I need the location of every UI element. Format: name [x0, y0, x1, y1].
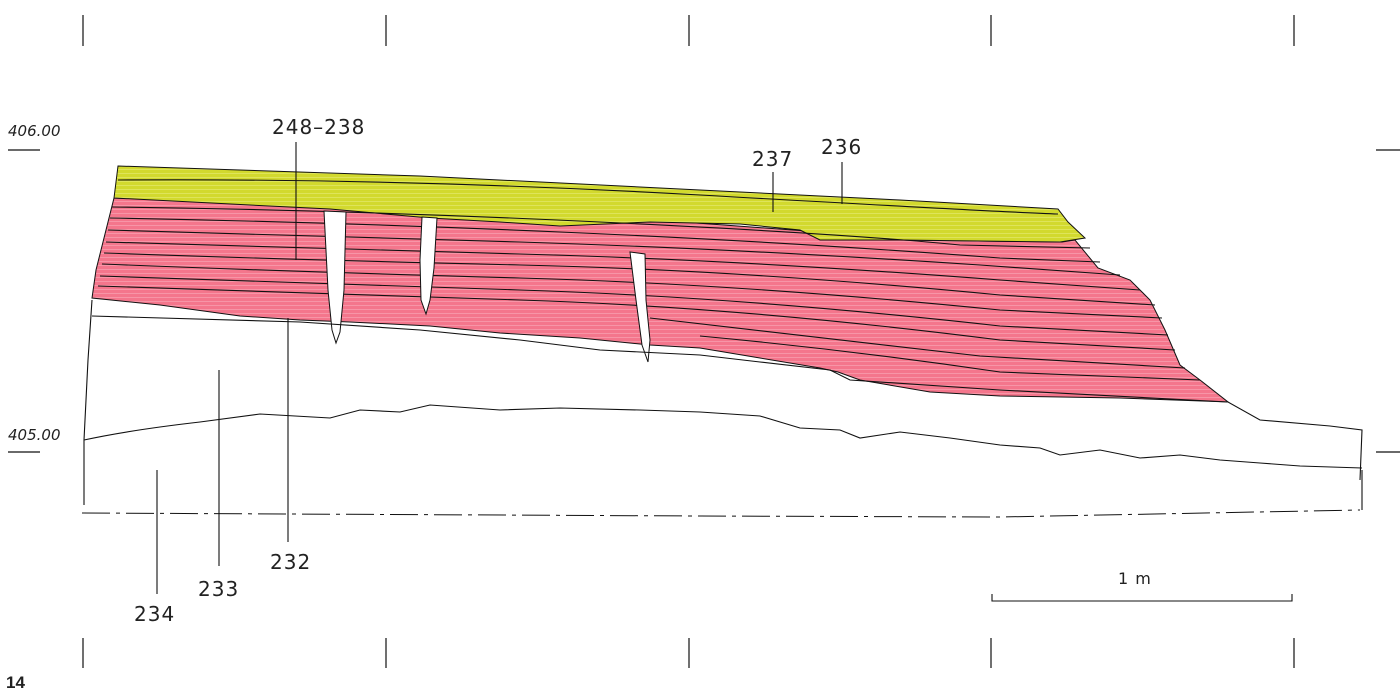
lamination-lines	[97, 179, 1201, 381]
label-234: 234	[134, 602, 175, 626]
lower-strata-lines	[83, 299, 1363, 510]
elevation-marks	[8, 149, 1400, 453]
intrusions	[323, 210, 651, 363]
leader-lines	[156, 142, 843, 594]
scale-bar-label: 1 m	[1118, 569, 1152, 588]
figure-number: 14	[6, 673, 25, 690]
label-232: 232	[270, 550, 311, 574]
grid-ticks-bottom	[82, 638, 1295, 668]
elevation-label-lower: 405.00	[8, 426, 61, 444]
datum-line	[81, 509, 1361, 518]
label-237: 237	[752, 147, 793, 171]
label-233: 233	[198, 577, 239, 601]
scale-bar: 1 m	[991, 569, 1293, 602]
label-248-238: 248–238	[272, 115, 365, 139]
grid-ticks-top	[82, 15, 1295, 46]
elevation-label-upper: 406.00	[8, 122, 61, 140]
yellow-layer-237-236	[113, 165, 1087, 243]
label-236: 236	[821, 135, 862, 159]
